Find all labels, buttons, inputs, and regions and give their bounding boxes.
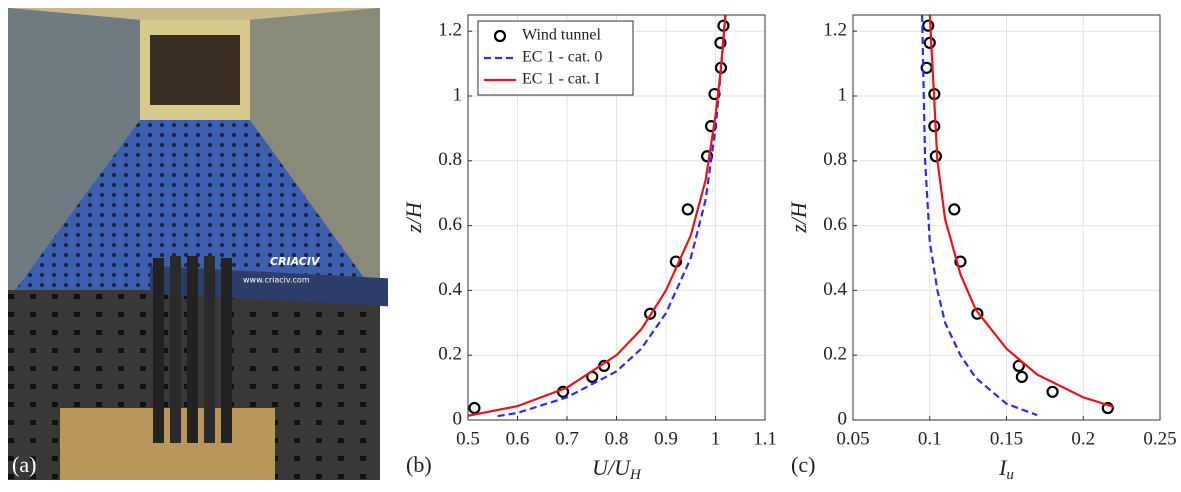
data-point [954,255,967,268]
y-tick-label: 1.2 [438,20,462,41]
y-tick-label: 0.8 [823,149,847,170]
x-tick-label: 0.05 [836,428,869,449]
x-axis-label: U/UH [592,455,642,483]
y-axis-label: z/H [786,201,811,234]
y-tick-label: 0.6 [438,214,462,235]
panel-label: (b) [406,452,432,477]
y-tick-label: 1.2 [823,20,847,41]
y-tick-label: 0.2 [823,344,847,365]
photo: CRIACIV www.criaciv.com (a) [8,8,388,480]
panel-label: (c) [791,452,815,477]
legend-marker [493,29,507,43]
x-axis-label-sub: u [1006,467,1014,483]
x-tick-label: 0.1 [918,428,942,449]
data-point [644,307,657,320]
data-point [922,19,935,32]
chart: 0.05 0.1 0.15 0.2 0.25 0 0.2 0.4 0.6 0.8 1 1.2 Iu z/H… [786,14,1177,483]
legend-label: Wind tunnel [522,27,601,44]
x-tick-label: 0.6 [506,428,530,449]
x-tick-label: 1.1 [753,428,777,449]
x-axis-label-main: I [998,455,1008,480]
banner-url: www.criaciv.com [243,276,310,285]
legend-label: EC 1 - cat. I [522,71,600,88]
chart: 0.5 0.6 0.7 0.8 0.9 1 1.1 0 0.2 0.4 0.6 0.8 1 1.2 U/UH… [401,14,777,483]
x-axis-label-main: U/U [592,455,632,480]
x-tick-label: 0.5 [456,428,480,449]
data-point [1046,385,1059,398]
y-tick-label: 0.4 [823,279,847,300]
x-tick-label: 0.9 [654,428,678,449]
x-tick-label: 0.2 [1071,428,1095,449]
x-axis-label: Iu [998,455,1014,483]
panel-label: (a) [12,452,36,477]
y-tick-label: 1 [838,84,848,105]
data-point [714,36,727,49]
y-tick-label: 0 [838,408,848,429]
x-tick-label: 0.7 [555,428,579,449]
data-point [971,307,984,320]
data-line [928,15,1115,409]
y-tick-label: 0 [453,408,463,429]
data-point [1101,401,1114,415]
data-point [468,401,481,415]
data-line [468,15,727,417]
y-axis-label: z/H [401,201,426,234]
data-point [1012,359,1025,372]
data-point [923,36,936,49]
y-tick-label: 1 [453,84,463,105]
x-tick-label: 1 [711,428,721,449]
y-tick-label: 0.6 [823,214,847,235]
banner-text: CRIACIV [270,255,321,268]
y-tick-label: 0.2 [438,344,462,365]
data-point [948,203,961,216]
data-line [921,15,1038,417]
y-tick-label: 0.4 [438,279,462,300]
data-point [1015,370,1028,384]
x-tick-label: 0.8 [605,428,629,449]
data-point [681,203,694,216]
legend-label: EC 1 - cat. 0 [522,49,602,66]
axes-frame [852,14,1161,421]
x-tick-label: 0.15 [990,428,1023,449]
x-axis-label-sub: H [629,467,642,483]
x-tick-label: 0.25 [1143,428,1176,449]
model-columns [153,256,232,443]
data-line [497,15,727,418]
y-tick-label: 0.8 [438,149,462,170]
axes-frame [467,14,766,421]
